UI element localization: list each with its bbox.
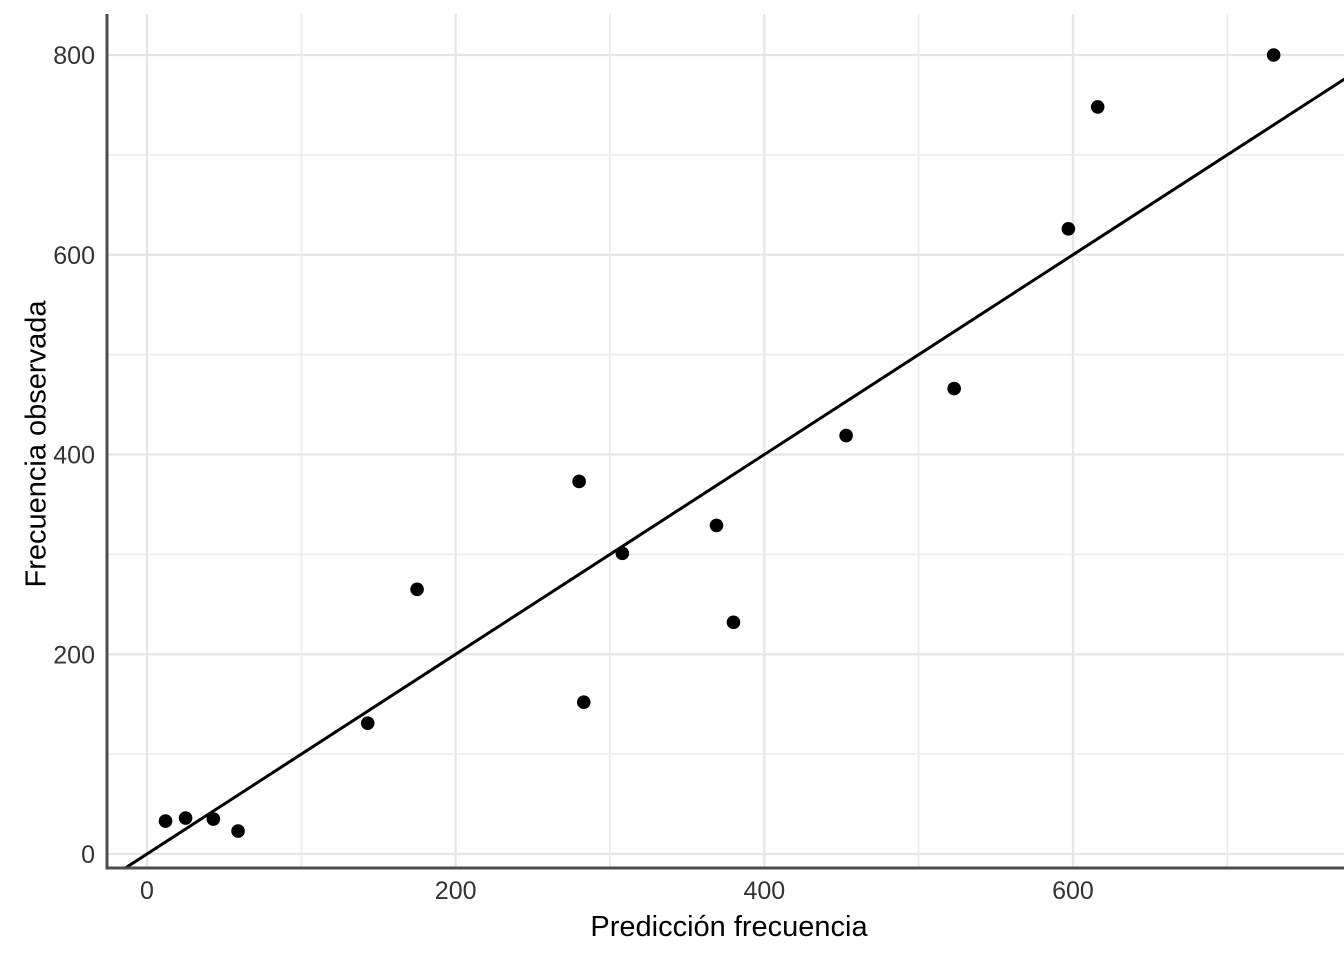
data-point bbox=[576, 695, 591, 709]
data-point bbox=[410, 582, 424, 597]
data-point bbox=[947, 381, 961, 396]
x-tick-label: 400 bbox=[743, 877, 785, 905]
data-point bbox=[709, 518, 724, 533]
data-point bbox=[572, 474, 586, 489]
data-point bbox=[1266, 48, 1281, 62]
data-point bbox=[231, 824, 245, 838]
y-tick-label: 200 bbox=[53, 641, 95, 669]
y-tick-label: 400 bbox=[53, 442, 95, 470]
y-tick-label: 0 bbox=[81, 841, 95, 869]
x-tick-label: 200 bbox=[435, 877, 477, 905]
y-axis-title: Frecuencia observada bbox=[20, 300, 53, 588]
data-point bbox=[206, 812, 221, 826]
x-axis-title: Predicción frecuencia bbox=[590, 911, 868, 943]
data-point bbox=[839, 428, 853, 443]
data-point bbox=[158, 814, 173, 828]
data-point bbox=[1061, 221, 1076, 236]
y-tick-label: 800 bbox=[53, 42, 95, 70]
data-point bbox=[178, 811, 193, 825]
x-tick-label: 0 bbox=[140, 877, 154, 905]
data-point bbox=[615, 546, 630, 561]
y-tick-label: 600 bbox=[53, 242, 95, 270]
identity-line bbox=[122, 77, 1344, 868]
data-point bbox=[726, 615, 741, 630]
data-point bbox=[1090, 100, 1105, 114]
x-tick-label: 600 bbox=[1052, 877, 1094, 905]
data-point bbox=[360, 716, 375, 730]
